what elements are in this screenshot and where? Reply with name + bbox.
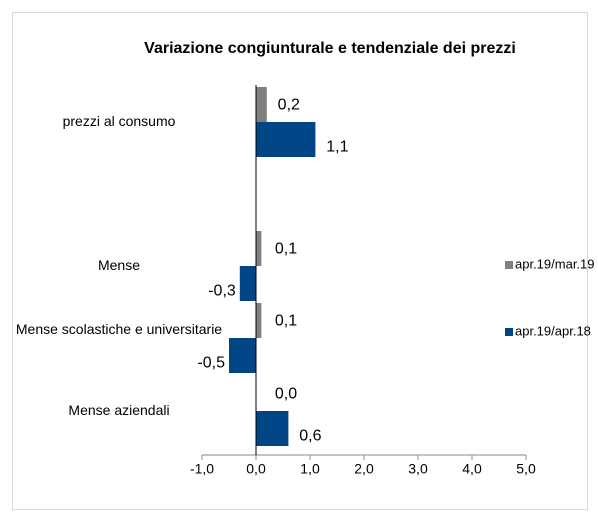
bar [256, 87, 267, 122]
bar [229, 338, 256, 373]
value-label: -0,5 [197, 355, 225, 372]
x-tick-label: 4,0 [462, 461, 482, 477]
value-label: 1,1 [326, 139, 348, 156]
legend-label: apr.19/mar.19 [515, 256, 595, 271]
x-tick-label: 0,0 [246, 461, 266, 477]
y-tick-label: Mense scolastiche e universitarie [15, 321, 223, 337]
value-label: 0,2 [278, 97, 300, 114]
value-label: 0,1 [275, 241, 297, 258]
x-tick-label: 2,0 [354, 461, 374, 477]
bar [256, 303, 262, 338]
legend-swatch [505, 261, 513, 269]
x-tick-label: -1,0 [190, 461, 214, 477]
value-label: 0,1 [275, 313, 297, 330]
value-label: 0,6 [299, 428, 321, 445]
value-label: 0,0 [275, 386, 297, 403]
bar [256, 122, 316, 157]
y-tick-label: prezzi al consumo [62, 113, 176, 129]
x-tick-label: 1,0 [300, 461, 320, 477]
x-tick-label: 3,0 [408, 461, 428, 477]
bar [239, 266, 256, 301]
x-tick-label: 5,0 [516, 461, 536, 477]
legend-swatch [505, 328, 513, 336]
bar [256, 411, 289, 446]
legend-label: apr.19/apr.18 [515, 323, 591, 338]
frame [12, 12, 588, 510]
y-tick-label: Mense aziendali [68, 402, 170, 418]
y-tick-label: Mense [97, 257, 141, 273]
bar [256, 231, 262, 266]
chart-title: Variazione congiunturale e tendenziale d… [144, 40, 516, 57]
value-label: -0,3 [208, 283, 236, 300]
